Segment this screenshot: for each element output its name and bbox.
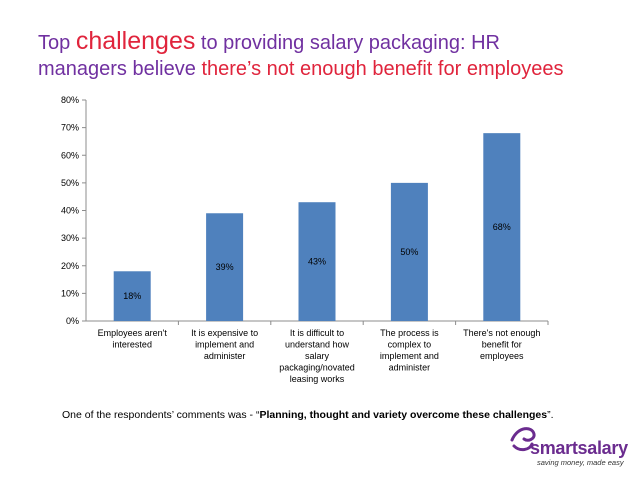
bar	[390, 182, 428, 321]
bar-chart: 0% 10% 20% 30% 40% 50% 60% 70% 80% 18% Employees a…	[61, 95, 549, 384]
chart-title: Top challenges to providing salary packa…	[38, 28, 628, 82]
title-part-rest: to providing salary packaging: HR	[200, 32, 500, 54]
y-tick-label: 30%	[61, 233, 79, 243]
bar-data-label: 68%	[493, 222, 511, 232]
title-part-top: Top	[38, 32, 71, 54]
bar-data-label: 50%	[400, 247, 418, 257]
bar-data-label: 39%	[216, 262, 234, 272]
respondent-comment: One of the respondents’ comments was - “…	[62, 409, 554, 421]
bar-data-label: 18%	[123, 291, 141, 301]
bar	[298, 202, 336, 321]
bar-data-label: 43%	[308, 257, 326, 267]
y-tick-label: 80%	[61, 95, 79, 105]
y-tick-label: 60%	[61, 150, 79, 160]
y-tick-label: 20%	[61, 261, 79, 271]
x-category-label: The process is complex to implement and adm…	[380, 328, 439, 373]
smartsalary-logo-icon	[510, 427, 536, 452]
x-category-label: There's not enough benefit for employees	[463, 328, 540, 361]
title-part-benefit: there’s not enough benefit for employees	[201, 58, 564, 80]
y-tick-label: 10%	[61, 288, 79, 298]
y-tick-label: 0%	[66, 316, 79, 326]
bar	[483, 133, 521, 321]
comment-prefix: One of the respondents’ comments was - “	[62, 409, 260, 421]
y-tick-label: 50%	[61, 178, 79, 188]
x-category-label: It is difficult to understand how salary pa…	[279, 328, 355, 384]
bar	[113, 271, 151, 321]
title-part-managers: managers believe	[38, 58, 196, 80]
logo-tagline: saving money, made easy	[537, 458, 624, 467]
x-category-label: Employees aren't interested	[98, 328, 168, 350]
y-tick-label: 70%	[61, 123, 79, 133]
x-category-label: It is expensive to implement and administe…	[191, 328, 258, 361]
logo-name: smartsalary	[530, 438, 628, 458]
comment-suffix: ”.	[547, 409, 554, 421]
y-tick-label: 40%	[61, 206, 79, 216]
comment-quote: Planning, thought and variety overcome t…	[259, 409, 548, 421]
bar	[206, 213, 244, 321]
title-part-challenges: challenges	[75, 27, 196, 55]
